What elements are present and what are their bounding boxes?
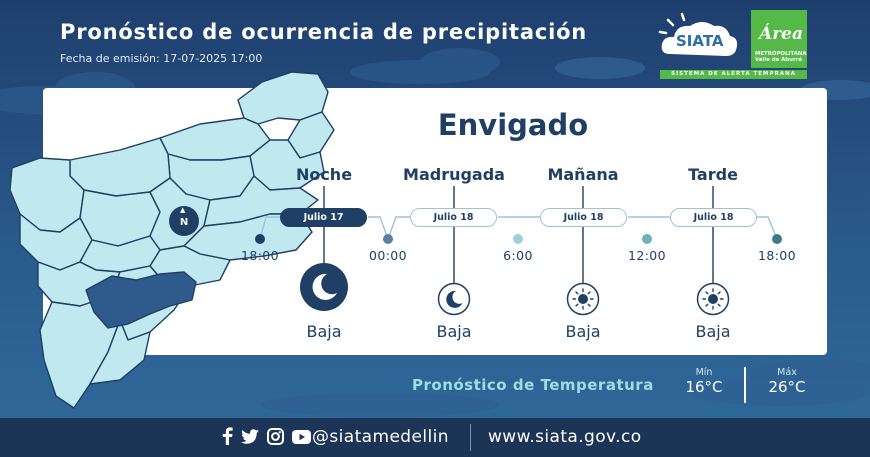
north-compass-icon: N xyxy=(169,205,199,236)
date-pill-madrugada: Julio 18 xyxy=(410,208,497,227)
precip-level-manana: Baja xyxy=(565,322,601,341)
area-logo-subtitle-line2: Valle de Aburrá xyxy=(755,57,802,63)
background-clouds xyxy=(0,48,870,417)
time-label-1200: 12:00 xyxy=(627,248,667,263)
page-title: Pronóstico de ocurrencia de precipitació… xyxy=(60,20,588,44)
siata-logo: SIATA xyxy=(658,10,740,70)
time-label-0000: 00:00 xyxy=(368,248,408,263)
facebook-icon[interactable] xyxy=(222,427,233,449)
issue-date: Fecha de emisión: 17-07-2025 17:00 xyxy=(60,52,262,65)
period-label-tarde: Tarde xyxy=(688,165,738,184)
temperature-divider xyxy=(744,367,746,403)
time-label-1800-end: 18:00 xyxy=(757,248,797,263)
moon-icon xyxy=(437,282,471,316)
timeline-dot-1200 xyxy=(642,234,652,244)
temperature-max: Máx 26°C xyxy=(757,367,817,396)
area-metropolitana-logo: Área METROPOLITANA Valle de Aburrá xyxy=(751,10,807,68)
forecast-city: Envigado xyxy=(437,108,589,142)
website-link[interactable]: www.siata.gov.co xyxy=(488,427,642,447)
temperature-min-label: Mín xyxy=(695,367,713,378)
period-label-manana: Mañana xyxy=(547,165,619,184)
map-region-highlighted[interactable] xyxy=(85,271,197,329)
timeline-dot-1800-end xyxy=(772,234,782,244)
alert-system-strip: SISTEMA DE ALERTA TEMPRANA xyxy=(660,70,807,79)
date-pill-noche: Julio 17 xyxy=(280,208,367,227)
area-logo-subtitle: METROPOLITANA Valle de Aburrá xyxy=(755,51,807,63)
area-logo-text: Área xyxy=(759,24,803,44)
footer-divider xyxy=(470,424,471,451)
compass-label: N xyxy=(179,217,189,228)
issue-date-label: Fecha de emisión: xyxy=(60,52,160,65)
temperature-min: Mín 16°C xyxy=(674,367,734,396)
precip-level-tarde: Baja xyxy=(695,322,731,341)
temperature-max-label: Máx xyxy=(777,367,797,378)
temperature-max-value: 26°C xyxy=(768,378,806,396)
sun-icon xyxy=(696,282,730,316)
precip-level-madrugada: Baja xyxy=(436,322,472,341)
temperature-title: Pronóstico de Temperatura xyxy=(412,376,654,394)
date-pill-tarde: Julio 18 xyxy=(670,208,757,227)
timeline-dot-0600 xyxy=(513,234,523,244)
period-label-noche: Noche xyxy=(295,165,353,184)
time-label-1800-start: 18:00 xyxy=(240,248,280,263)
timeline-dot-0000 xyxy=(383,234,393,244)
moon-icon xyxy=(300,263,348,311)
siata-cloud-icon xyxy=(658,12,738,56)
area-logo-subtitle-line1: METROPOLITANA xyxy=(755,51,807,57)
issue-date-value: 17-07-2025 17:00 xyxy=(163,52,263,65)
twitter-icon[interactable] xyxy=(241,428,260,448)
siata-logo-text: SIATA xyxy=(676,32,724,50)
period-label-madrugada: Madrugada xyxy=(403,165,505,184)
sun-icon xyxy=(566,282,600,316)
social-handle[interactable]: @siatamedellin xyxy=(312,427,449,447)
precip-level-noche: Baja xyxy=(306,322,342,341)
youtube-icon[interactable] xyxy=(292,429,312,448)
social-icons xyxy=(222,427,314,447)
temperature-min-value: 16°C xyxy=(685,378,723,396)
footer-bar xyxy=(0,418,870,457)
date-pill-manana: Julio 18 xyxy=(540,208,627,227)
time-label-0600: 6:00 xyxy=(503,248,533,263)
timeline-dot-1800-start xyxy=(255,234,265,244)
instagram-icon[interactable] xyxy=(267,427,285,449)
